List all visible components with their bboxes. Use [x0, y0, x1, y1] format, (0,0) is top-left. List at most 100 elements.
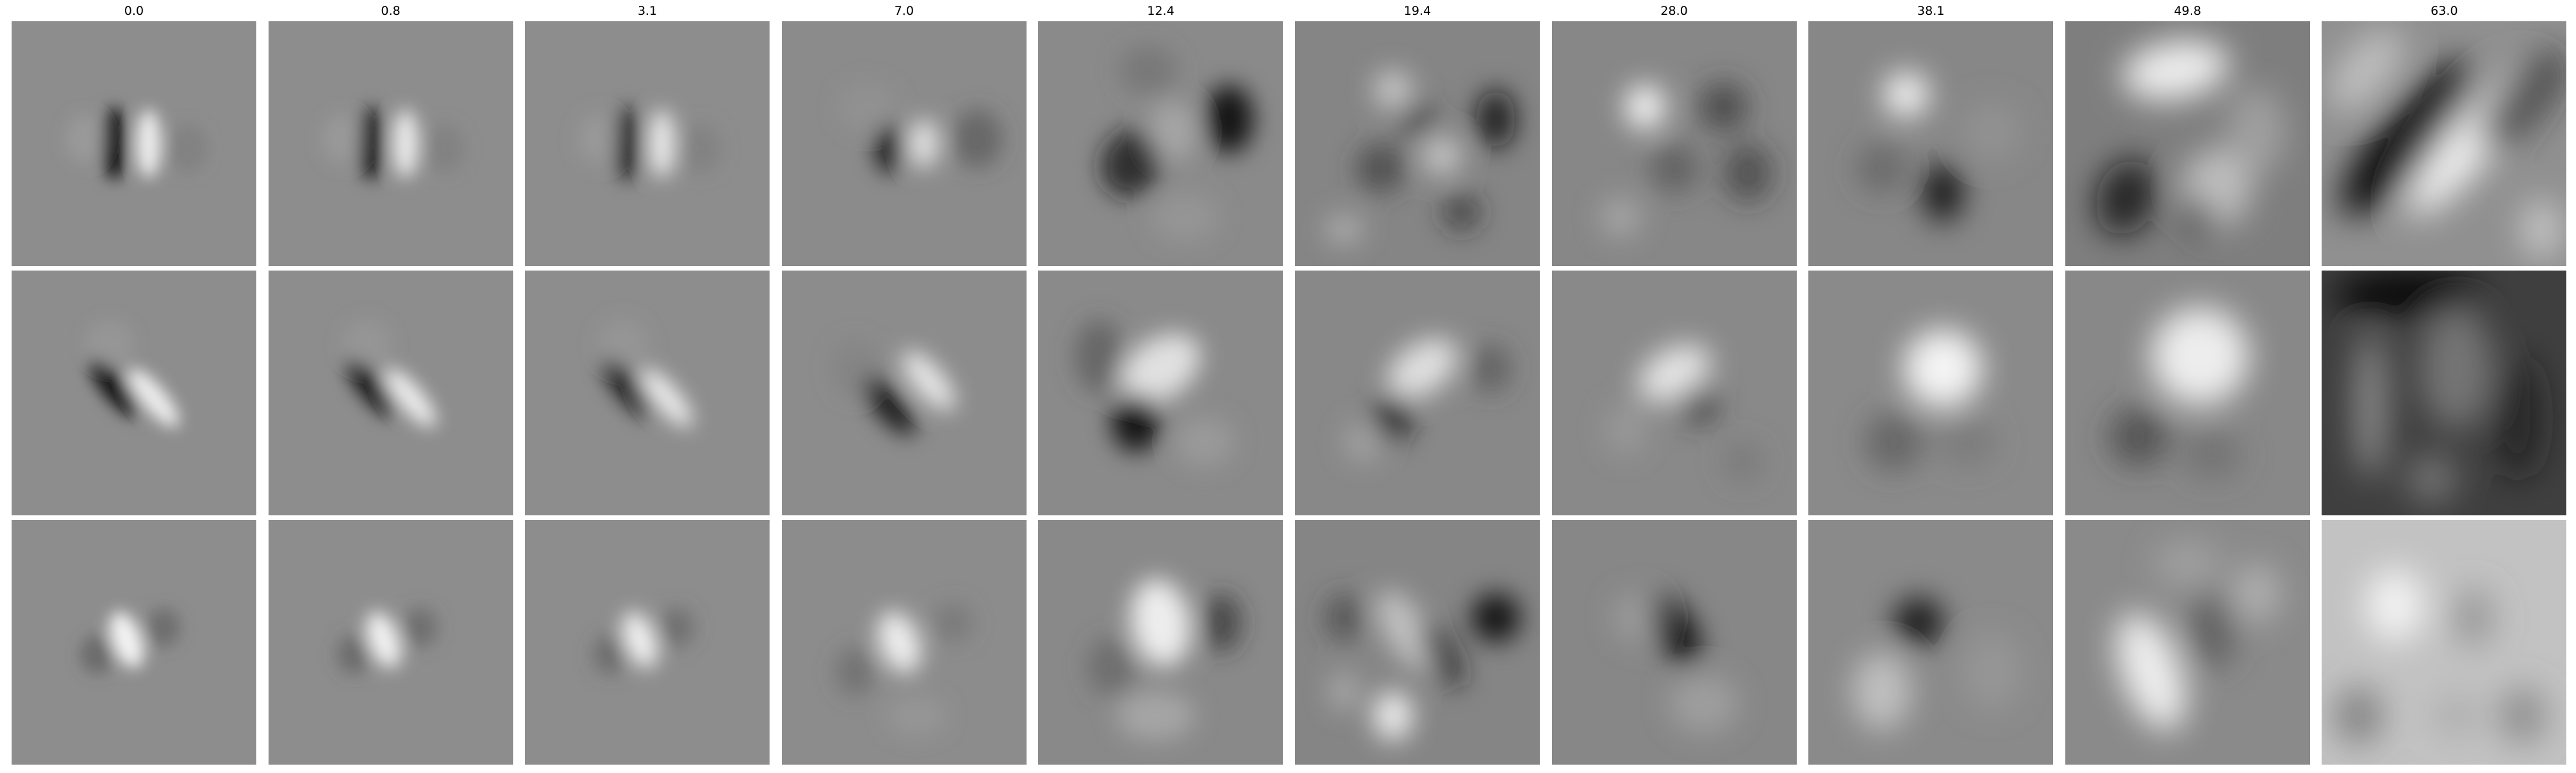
filter-blob	[366, 611, 401, 668]
filter-blob	[384, 368, 436, 427]
filter-image	[1295, 21, 1540, 266]
panel-background	[525, 271, 770, 515]
filter-blob	[2479, 50, 2566, 149]
filter-panel	[1551, 271, 1797, 515]
filter-blob	[623, 611, 658, 668]
filter-panel	[2065, 21, 2310, 266]
filter-panel	[781, 271, 1027, 515]
filter-blob	[2356, 332, 2386, 479]
filter-panel	[1295, 21, 1540, 266]
filter-blob	[1344, 422, 1383, 462]
filter-blob	[598, 320, 648, 368]
column-label: 3.1	[638, 4, 658, 18]
filter-blob	[1175, 417, 1235, 466]
filter-blob	[2231, 564, 2281, 623]
filter-image	[781, 271, 1027, 515]
filter-panel	[1551, 520, 1797, 765]
filter-blob	[830, 339, 880, 398]
filter-blob	[1669, 674, 1738, 733]
filter-blob	[1471, 344, 1511, 393]
filter-blob	[2497, 686, 2547, 745]
filter-blob	[1356, 144, 1405, 193]
filter-blob	[1324, 593, 1364, 642]
filter-blob	[2109, 407, 2168, 466]
filter-image	[1808, 271, 2054, 515]
filter-panel	[525, 520, 770, 765]
filter-blob	[2340, 61, 2475, 216]
filter-blob	[80, 635, 115, 674]
filter-blob	[2183, 430, 2242, 479]
filter-blob	[322, 114, 361, 164]
filter-image	[2322, 21, 2567, 266]
filter-panel	[781, 21, 1027, 266]
filter-blob	[2226, 87, 2286, 176]
filter-blob	[875, 124, 904, 173]
filter-blob	[1613, 593, 1662, 642]
column-label: 28.0	[1660, 4, 1688, 18]
filter-blob	[1600, 197, 1640, 237]
panel-background	[268, 21, 513, 266]
filter-blob	[168, 124, 207, 173]
filter-blob	[2365, 569, 2425, 642]
filter-blob	[2184, 197, 2215, 237]
filter-blob	[649, 109, 674, 178]
filter-panel	[1808, 271, 2054, 515]
filter-blob	[1419, 622, 1464, 687]
filter-image	[1038, 520, 1283, 765]
filter-panel	[1808, 21, 2054, 266]
filter-blob	[1723, 144, 1772, 203]
column-label: 63.0	[2430, 4, 2458, 18]
filter-blob	[933, 603, 973, 642]
column-label: 7.0	[894, 4, 914, 18]
filter-blob	[835, 647, 875, 696]
filter-blob	[2329, 29, 2403, 111]
filter-blob	[952, 109, 1002, 168]
column-label: 38.1	[1917, 4, 1945, 18]
filter-blob	[1476, 90, 1515, 149]
filter-image	[268, 21, 513, 266]
filter-blob	[1962, 102, 2022, 161]
filter-blob	[1857, 144, 1907, 193]
filter-blob	[1329, 671, 1359, 711]
filter-blob	[336, 635, 372, 674]
filter-image	[2065, 520, 2310, 765]
filter-blob	[1962, 632, 2022, 711]
panel-background	[781, 271, 1027, 515]
filter-blob	[1649, 144, 1699, 193]
filter-panel	[12, 520, 256, 765]
filter-blob	[1864, 412, 1924, 472]
filter-blob	[1151, 193, 1220, 242]
filter-panel	[268, 271, 513, 515]
filter-blob	[1075, 320, 1124, 393]
filter-panel	[12, 271, 256, 515]
filter-blob	[1894, 598, 1944, 647]
filter-blob	[1605, 405, 1645, 454]
filter-panel	[2322, 21, 2567, 266]
filter-panel	[2065, 520, 2310, 765]
filter-blob	[1373, 691, 1413, 740]
filter-image	[1808, 21, 2054, 266]
filter-blob	[2334, 271, 2481, 320]
filter-panel	[268, 21, 513, 266]
filter-blob	[2432, 696, 2481, 736]
filter-image	[1551, 271, 1797, 515]
filter-blob	[2420, 307, 2494, 430]
filter-blob	[602, 359, 654, 417]
filter-blob	[2153, 539, 2222, 589]
filter-panel	[781, 520, 1027, 765]
filter-blob	[902, 350, 955, 411]
filter-image	[1038, 271, 1283, 515]
column-label: 19.4	[1403, 4, 1432, 18]
filter-blob	[393, 109, 418, 178]
filter-blob	[424, 124, 464, 173]
filter-blob	[1148, 102, 1198, 161]
filter-blob	[1397, 99, 1437, 139]
filter-blob	[2122, 39, 2229, 101]
filter-blob	[1112, 393, 1161, 452]
filter-blob	[838, 82, 897, 131]
filter-blob	[863, 375, 916, 435]
filter-blob	[345, 359, 397, 417]
filter-panel	[525, 271, 770, 515]
filter-blob	[615, 107, 640, 180]
